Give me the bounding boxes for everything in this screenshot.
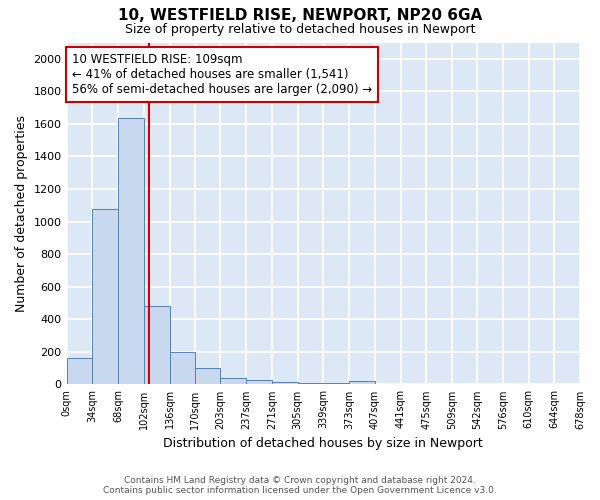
Text: Size of property relative to detached houses in Newport: Size of property relative to detached ho…: [125, 22, 475, 36]
Bar: [92, 208, 118, 384]
Bar: [272, 382, 298, 384]
Bar: [144, 306, 170, 384]
Text: 10 WESTFIELD RISE: 109sqm
← 41% of detached houses are smaller (1,541)
56% of se: 10 WESTFIELD RISE: 109sqm ← 41% of detac…: [71, 53, 372, 96]
Bar: [67, 358, 92, 384]
Text: Contains HM Land Registry data © Crown copyright and database right 2024.
Contai: Contains HM Land Registry data © Crown c…: [103, 476, 497, 495]
Bar: [118, 118, 144, 384]
Bar: [349, 381, 375, 384]
Bar: [246, 380, 272, 384]
Bar: [298, 383, 323, 384]
Bar: [323, 383, 349, 384]
Bar: [170, 352, 195, 384]
Y-axis label: Number of detached properties: Number of detached properties: [15, 115, 28, 312]
Text: 10, WESTFIELD RISE, NEWPORT, NP20 6GA: 10, WESTFIELD RISE, NEWPORT, NP20 6GA: [118, 8, 482, 22]
Bar: [220, 378, 246, 384]
X-axis label: Distribution of detached houses by size in Newport: Distribution of detached houses by size …: [163, 437, 483, 450]
Bar: [195, 368, 220, 384]
